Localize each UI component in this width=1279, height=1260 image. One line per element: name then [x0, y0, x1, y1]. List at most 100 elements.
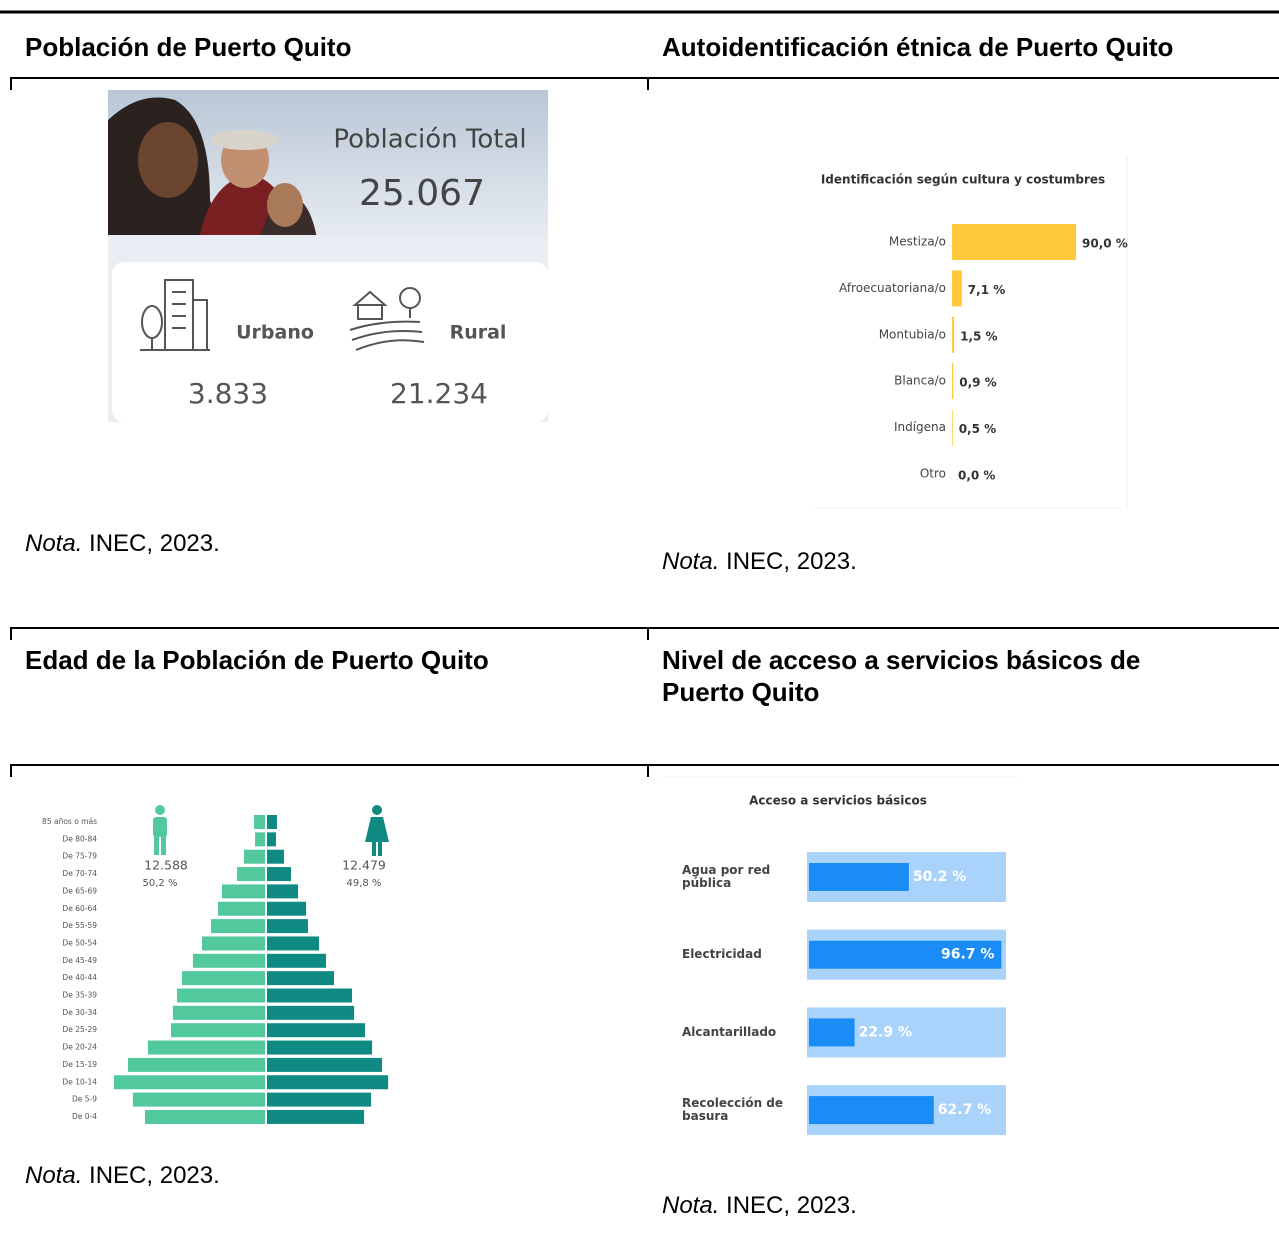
pyramid-bar: [243, 849, 265, 864]
pyramid-bar: [147, 1040, 265, 1055]
age-label: De 50-54: [62, 938, 97, 947]
bar: [809, 1096, 934, 1125]
pyramid-bar: [172, 1005, 265, 1020]
bar: [952, 270, 962, 307]
panel-title: Edad de la Población de Puerto Quito: [25, 645, 489, 675]
chart-title: Identificación según cultura y costumbre…: [821, 173, 1105, 187]
note-label: Nota.: [662, 1192, 720, 1219]
pyramid-bar: [192, 953, 265, 968]
panel-title: Nivel de acceso a servicios básicos de P…: [662, 645, 1141, 707]
age-label: De 10-14: [62, 1077, 97, 1086]
note: Nota. INEC, 2023.: [662, 1192, 857, 1220]
bar: [809, 1018, 855, 1047]
annotation: 50,2 %: [143, 878, 178, 889]
annotation: 49,8 %: [347, 878, 382, 889]
pyramid-bar: [267, 832, 276, 847]
age-label: De 25-29: [62, 1025, 97, 1034]
pyramid-bar: [267, 1092, 372, 1107]
age-label: De 65-69: [62, 886, 97, 895]
pyramid-bar: [267, 1005, 355, 1020]
value-label: 0,9 %: [959, 376, 996, 390]
pyramid-bar: [267, 867, 292, 882]
value-label: 62.7 %: [938, 1102, 991, 1118]
category-label: Afroecuatoriana/o: [839, 281, 946, 295]
pyramid-bar: [267, 971, 335, 986]
value-label: 0,5 %: [959, 422, 996, 436]
category-label: Montubia/o: [879, 327, 946, 341]
category-label: Blanca/o: [894, 374, 946, 388]
note-label: Nota.: [662, 548, 720, 575]
value-label: 0,0 %: [958, 469, 995, 483]
value-label: 7,1 %: [968, 283, 1005, 297]
pyramid-bar: [267, 884, 299, 899]
age-label: De 35-39: [62, 991, 97, 1000]
age-label: De 15-19: [62, 1060, 97, 1069]
value-label: 22.9 %: [859, 1024, 912, 1040]
note: Nota. INEC, 2023.: [25, 1162, 220, 1190]
bar: [952, 409, 953, 446]
urban-value: 3.833: [188, 377, 268, 410]
bar: [952, 224, 1077, 260]
note-text: INEC, 2023.: [726, 1192, 857, 1219]
pyramid-bar: [267, 988, 353, 1003]
pyramid-bar: [217, 901, 265, 916]
note: Nota. INEC, 2023.: [662, 548, 857, 576]
age-label: De 20-24: [62, 1043, 97, 1052]
pyramid-bar: [144, 1109, 265, 1124]
pyramid-bar: [170, 1023, 265, 1038]
category-label: Otro: [920, 467, 946, 481]
pyramid-bar: [267, 901, 307, 916]
category-label: Agua por red pública: [682, 863, 771, 890]
category-label: Indígena: [894, 420, 946, 434]
pyramid-bar: [127, 1057, 265, 1072]
age-label: De 70-74: [62, 869, 97, 878]
note-text: INEC, 2023.: [89, 530, 220, 557]
age-label: 85 años o más: [42, 817, 97, 826]
note-text: INEC, 2023.: [726, 548, 857, 575]
age-label: De 40-44: [62, 973, 97, 982]
chart-title: Acceso a servicios básicos: [749, 794, 927, 808]
annotation: 12.479: [342, 858, 386, 873]
bar: [952, 363, 954, 400]
rural-icon: [349, 287, 425, 351]
note-label: Nota.: [25, 530, 83, 557]
category-label: Alcantarillado: [682, 1024, 777, 1039]
total-label: Población Total: [333, 125, 526, 155]
pyramid-bar: [181, 971, 265, 986]
value-label: 96.7 %: [941, 947, 994, 963]
value-label: 90,0 %: [1082, 237, 1128, 251]
bar: [809, 940, 1002, 969]
note: Nota. INEC, 2023.: [25, 530, 220, 558]
pyramid-bar: [267, 1040, 373, 1055]
pyramid-bar: [267, 1075, 389, 1090]
ethnic-chart-frame: [815, 157, 1128, 510]
value-label: 1,5 %: [960, 329, 997, 343]
age-label: De 60-64: [62, 904, 97, 913]
pyramid-bar: [202, 936, 265, 951]
age-label: De 45-49: [62, 956, 97, 965]
pyramid-bar: [267, 1023, 366, 1038]
age-label: De 55-59: [62, 921, 97, 930]
annotation: 12.588: [144, 858, 188, 873]
pyramid-bar: [254, 815, 265, 829]
pyramid-bar: [177, 988, 265, 1003]
pyramid-bar: [267, 1109, 365, 1124]
pyramid-bar: [211, 919, 265, 934]
pyramid-bar: [237, 867, 265, 882]
bar: [952, 316, 955, 353]
total-value: 25.067: [359, 173, 485, 214]
category-label: Recolección de basura: [682, 1096, 784, 1124]
urban-label: Urbano: [236, 322, 314, 344]
population-infographic: Población Total 25.067 Urbano Rural 3.83…: [108, 90, 548, 422]
age-label: De 30-34: [62, 1008, 97, 1017]
pyramid-bar: [222, 884, 265, 899]
category-label: Electricidad: [682, 947, 762, 962]
pyramid-bar: [255, 832, 265, 847]
panel-title: Población de Puerto Quito: [25, 32, 352, 62]
note-text: INEC, 2023.: [89, 1162, 220, 1189]
age-label: De 0-4: [72, 1112, 97, 1121]
bar: [809, 863, 909, 891]
rural-label: Rural: [450, 322, 507, 344]
